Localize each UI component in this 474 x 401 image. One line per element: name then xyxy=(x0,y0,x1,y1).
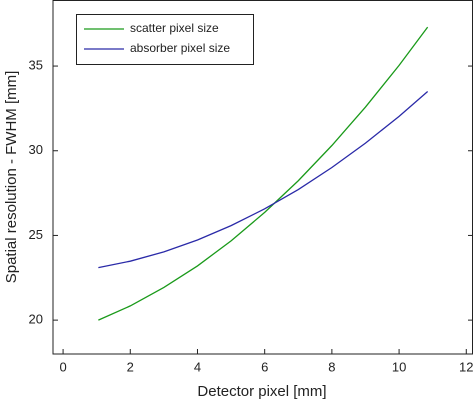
x-tick-label: 2 xyxy=(127,359,134,374)
y-axis-title: Spatial resolution - FWHM [mm] xyxy=(3,71,20,284)
y-tick-label: 30 xyxy=(29,142,43,157)
x-tick-label: 6 xyxy=(261,359,268,374)
x-tick-label: 10 xyxy=(392,359,406,374)
x-tick-label: 8 xyxy=(328,359,335,374)
y-tick-label: 20 xyxy=(29,312,43,327)
line xyxy=(98,26,429,321)
x-tick-label: 0 xyxy=(59,359,66,374)
line xyxy=(98,90,429,269)
legend-label: absorber pixel size xyxy=(130,41,230,55)
plot-frame xyxy=(52,0,473,355)
x-tick-label: 4 xyxy=(194,359,201,374)
legend-label: scatter pixel size xyxy=(130,21,219,35)
y-tick-label: 25 xyxy=(29,227,43,242)
x-tick-label: 12 xyxy=(459,359,473,374)
y-tick-label: 35 xyxy=(29,57,43,72)
legend-box xyxy=(76,14,254,65)
x-axis-title: Detector pixel [mm] xyxy=(197,383,326,400)
